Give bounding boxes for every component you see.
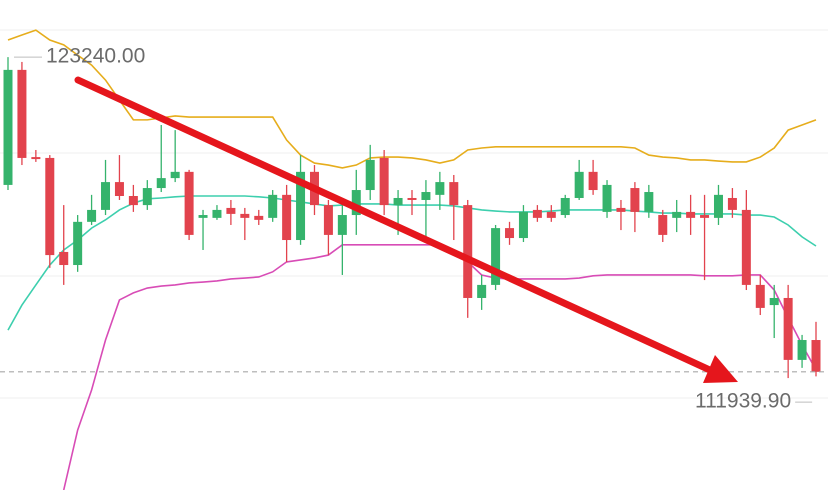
arrow-shaft xyxy=(74,76,716,375)
candle-body xyxy=(491,228,501,285)
candle-body xyxy=(727,197,737,210)
candle-body xyxy=(240,213,250,218)
candle-body xyxy=(101,182,111,210)
candle-body xyxy=(268,194,278,218)
candle-body xyxy=(797,340,807,360)
candle-body xyxy=(337,215,347,235)
candle-body xyxy=(644,192,654,212)
candle-body xyxy=(323,205,333,235)
candle-body xyxy=(518,211,528,239)
high-label: 123240.00 xyxy=(46,45,145,68)
candle-body xyxy=(393,197,403,206)
candle-body xyxy=(45,157,55,256)
candle-body xyxy=(3,69,13,185)
candle-body xyxy=(421,192,431,200)
arrow-head xyxy=(703,355,738,383)
candle-body xyxy=(212,209,222,218)
candle-body xyxy=(755,284,765,308)
candle-body xyxy=(282,194,292,241)
candle-body xyxy=(574,171,584,198)
candle-body xyxy=(407,197,417,200)
candle-body xyxy=(351,190,361,216)
low-label: 111939.90 xyxy=(695,390,791,413)
candle-body xyxy=(769,297,779,306)
candle-body xyxy=(87,209,97,222)
candle-body xyxy=(505,228,515,239)
candle-body xyxy=(365,159,375,191)
candle-body xyxy=(184,171,194,235)
candle-body xyxy=(588,171,598,191)
candle-body xyxy=(686,211,696,218)
candle-body xyxy=(379,157,389,206)
candle-body xyxy=(616,207,626,212)
candle-body xyxy=(435,182,445,195)
candle-body xyxy=(546,211,556,218)
candle-body xyxy=(296,171,306,241)
candle-body xyxy=(630,188,640,212)
candle-body xyxy=(713,194,723,218)
band-lines xyxy=(7,29,817,490)
candle-body xyxy=(226,207,236,214)
band-line xyxy=(7,29,817,169)
candle-body xyxy=(198,215,208,218)
candle-body xyxy=(156,178,166,189)
candle-body xyxy=(658,215,668,235)
candle-body xyxy=(254,215,264,220)
candle-body xyxy=(602,184,612,212)
candle-body xyxy=(700,215,710,218)
candles xyxy=(3,57,821,379)
candle-body xyxy=(672,211,682,218)
candle-body xyxy=(463,205,473,298)
candle-body xyxy=(741,209,751,285)
plot-area: 123240.00 111939.90 xyxy=(0,29,828,490)
candle-body xyxy=(73,221,83,266)
background-grid xyxy=(0,29,828,399)
candle-body xyxy=(114,182,124,196)
candle-body xyxy=(128,196,138,206)
candle-body xyxy=(170,171,180,179)
candle-body xyxy=(17,69,27,158)
candle-body xyxy=(560,197,570,216)
candle-body xyxy=(532,209,542,218)
candle-body xyxy=(477,284,487,298)
candle-body xyxy=(142,188,152,206)
candle-body xyxy=(31,157,41,160)
trend-arrow xyxy=(74,76,738,383)
candle-body xyxy=(449,182,459,206)
candle-body xyxy=(59,251,69,266)
candle-body xyxy=(783,297,793,360)
candle-body xyxy=(811,340,821,372)
